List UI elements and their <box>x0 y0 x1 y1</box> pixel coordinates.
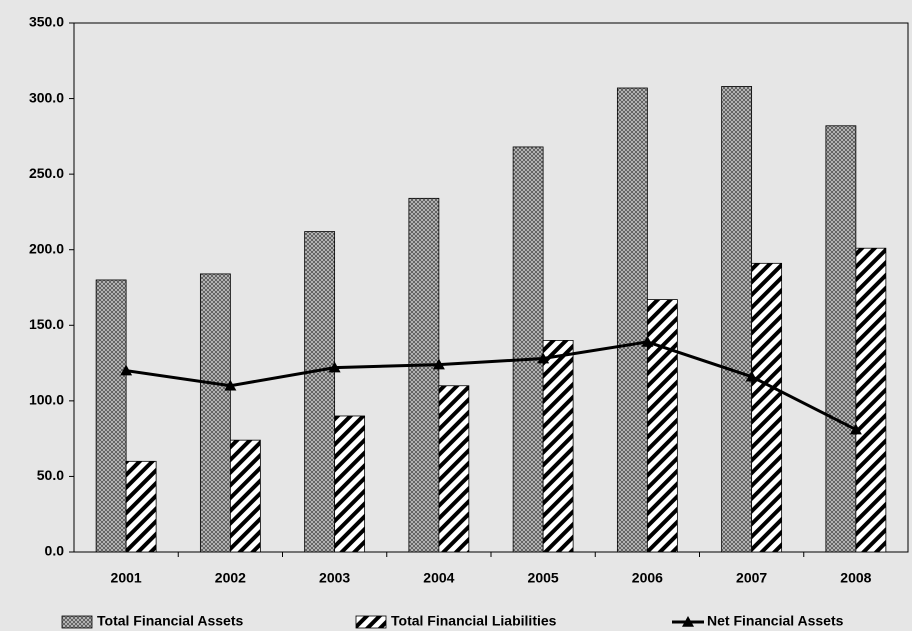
y-tick-label: 250.0 <box>29 165 64 181</box>
bar <box>229 439 261 553</box>
x-tick-label: 2007 <box>736 570 767 586</box>
x-tick-label: 2003 <box>319 570 350 586</box>
plot-area <box>73 22 909 553</box>
legend-marker <box>682 616 694 627</box>
x-tick-label: 2005 <box>528 570 559 586</box>
bar <box>721 86 753 553</box>
bar <box>334 415 366 553</box>
y-tick-label: 300.0 <box>29 89 64 105</box>
marker <box>537 352 550 364</box>
legend-label: Total Financial Assets <box>97 613 243 629</box>
marker <box>432 358 445 370</box>
bar <box>95 279 127 553</box>
bar <box>751 262 783 553</box>
bar <box>542 339 574 553</box>
y-tick-label: 150.0 <box>29 316 64 332</box>
bar <box>646 299 678 553</box>
legend-swatch <box>61 615 93 629</box>
y-tick-label: 0.0 <box>45 543 65 559</box>
line <box>125 340 857 431</box>
y-tick-label: 350.0 <box>29 14 64 30</box>
marker <box>328 361 341 373</box>
bar <box>438 385 470 553</box>
x-tick-label: 2008 <box>840 570 871 586</box>
bar <box>825 125 857 553</box>
bar <box>855 247 887 553</box>
y-tick-label: 100.0 <box>29 392 64 408</box>
legend-label: Net Financial Assets <box>707 613 844 629</box>
y-tick-label: 200.0 <box>29 240 64 256</box>
x-tick-label: 2006 <box>632 570 663 586</box>
x-tick-label: 2004 <box>423 570 454 586</box>
y-tick-label: 50.0 <box>37 467 64 483</box>
bar <box>616 87 648 553</box>
legend-label: Total Financial Liabilities <box>391 613 557 629</box>
bar <box>199 273 231 553</box>
marker <box>849 423 862 435</box>
marker <box>745 370 758 382</box>
marker <box>224 379 237 391</box>
bar <box>408 197 440 553</box>
marker <box>641 335 654 347</box>
legend-swatch <box>355 615 387 629</box>
marker <box>120 364 133 376</box>
x-tick-label: 2002 <box>215 570 246 586</box>
x-tick-label: 2001 <box>111 570 142 586</box>
bar <box>125 460 157 553</box>
bar <box>512 146 544 553</box>
bar <box>304 231 336 553</box>
